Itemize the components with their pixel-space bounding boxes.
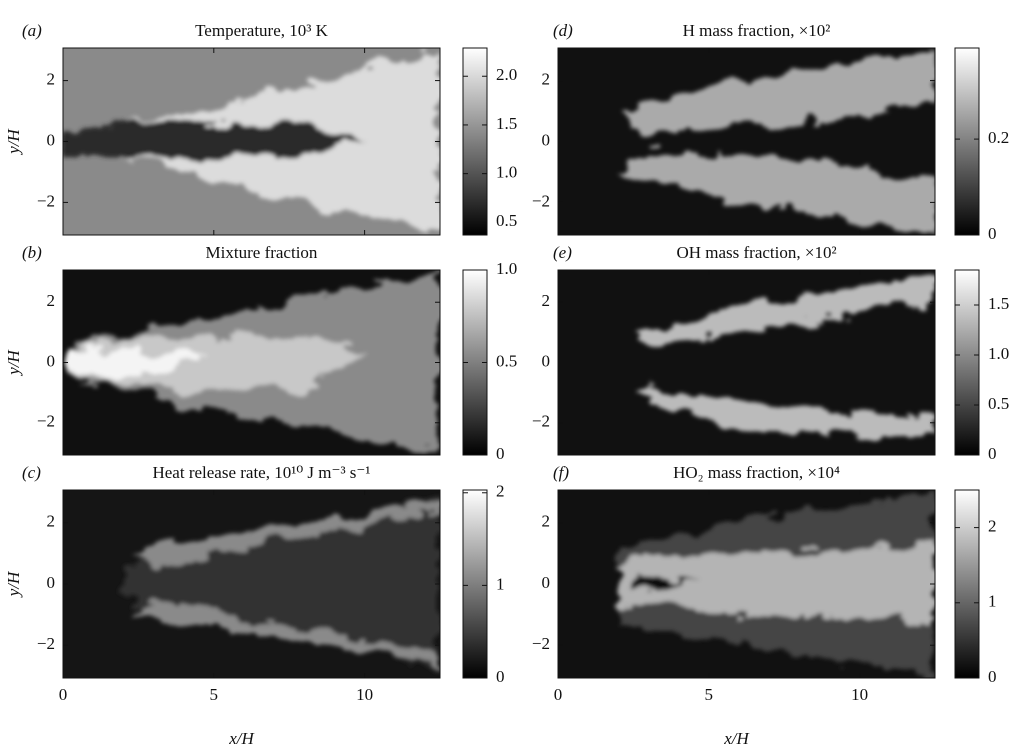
colorbar-tick-label: 1.0	[496, 163, 517, 182]
y-tick-label: −2	[532, 191, 550, 210]
y-tick-label: 0	[542, 130, 551, 149]
colorbar-tick-label: 1.5	[988, 294, 1009, 313]
field-image	[558, 270, 935, 455]
field-structure	[123, 495, 440, 670]
field-structure	[63, 123, 365, 160]
field-structures	[633, 275, 935, 438]
panel-label: (b)	[22, 243, 42, 262]
panel-label: (e)	[553, 243, 572, 262]
panel-label: (a)	[22, 21, 42, 40]
field-structures	[63, 48, 440, 235]
y-tick-label: −2	[37, 634, 55, 653]
colorbar	[954, 47, 980, 236]
panel: −2 0 2 (e) OH mass fraction, ×10² 0 0.5 1.0 1.5	[532, 243, 1009, 463]
x-tick-label: 0	[554, 685, 563, 704]
y-tick-label: 2	[47, 512, 56, 531]
field-structure	[618, 150, 935, 233]
x-axis-label: x/H	[723, 729, 750, 748]
colorbar-tick-label: 0.5	[496, 211, 517, 230]
colorbar-tick-label: 0.2	[988, 128, 1009, 147]
colorbar-tick-label: 2	[988, 517, 997, 536]
panel-title: HO₂ mass fraction, ×10⁴	[673, 463, 840, 482]
x-tick-label: 10	[851, 685, 868, 704]
y-tick-label: 2	[542, 512, 551, 531]
field-structure	[633, 275, 935, 345]
panel-title: OH mass fraction, ×10²	[676, 243, 836, 262]
colorbar-tick-label: 0	[496, 667, 505, 686]
field-structures	[618, 492, 935, 676]
y-tick-label: 0	[47, 573, 56, 592]
colorbar-tick-label: 0	[496, 444, 505, 463]
panel-title: H mass fraction, ×10²	[683, 21, 831, 40]
field-image	[558, 48, 935, 235]
y-axis-label: y/H	[4, 128, 23, 156]
colorbar-tick-label: 1.5	[496, 114, 517, 133]
field-structure	[633, 574, 694, 594]
y-tick-label: 0	[542, 573, 551, 592]
colorbar-tick-label: 2	[496, 482, 505, 501]
colorbar-tick-label: 0.5	[496, 351, 517, 370]
colorbar-tick-label: 0	[988, 667, 997, 686]
colorbar-tick-label: 1	[988, 592, 997, 611]
y-axis-label: y/H	[4, 570, 23, 598]
colorbar	[462, 489, 488, 679]
field-structure	[618, 50, 935, 133]
y-tick-label: −2	[532, 634, 550, 653]
field-image	[63, 48, 440, 235]
x-tick-label: 10	[356, 685, 373, 704]
panel-title: Temperature, 10³ K	[195, 21, 328, 40]
panel-label: (f)	[553, 463, 569, 482]
colorbar-tick-label: 1.0	[988, 344, 1009, 363]
field-structures	[618, 50, 935, 233]
panel: −2 0 2 y/H (a) Temperature, 10³ K 0.5 1.0 1.5 2.0	[4, 21, 517, 236]
x-tick-label: 5	[705, 685, 714, 704]
y-tick-label: 2	[542, 291, 551, 310]
y-tick-label: 2	[47, 291, 56, 310]
field-image	[558, 490, 935, 678]
colorbar-tick-label: 1.0	[496, 259, 517, 278]
panel: −2 0 2 (d) H mass fraction, ×10² 0 0.2	[532, 21, 1009, 243]
panel-title: Heat release rate, 10¹⁰ J m⁻³ s⁻¹	[152, 463, 370, 482]
x-tick-label: 0	[59, 685, 68, 704]
x-tick-label: 5	[210, 685, 219, 704]
y-axis-label: y/H	[4, 349, 23, 377]
colorbar	[462, 47, 488, 236]
colorbar-tick-label: 0	[988, 444, 997, 463]
field-structure	[63, 350, 214, 375]
y-tick-label: −2	[37, 412, 55, 431]
y-tick-label: −2	[37, 191, 55, 210]
colorbar-tick-label: 0	[988, 224, 997, 243]
panel: −2 0 2 y/H (b) Mixture fraction 0 0.5 1.0	[4, 243, 517, 463]
field-structure	[63, 335, 365, 390]
y-tick-label: 0	[47, 351, 56, 370]
y-tick-label: 2	[47, 69, 56, 88]
field-image	[63, 490, 440, 678]
field-structure	[132, 599, 440, 664]
panel-label: (d)	[553, 21, 573, 40]
y-tick-label: 2	[542, 69, 551, 88]
field-structure	[618, 547, 935, 621]
colorbar-tick-label: 0.5	[988, 394, 1009, 413]
field-structures	[63, 272, 440, 453]
colorbar-tick-label: 2.0	[496, 65, 517, 84]
panel-label: (c)	[22, 463, 41, 482]
panel-title: Mixture fraction	[206, 243, 318, 262]
colorbar	[954, 489, 980, 679]
field-image	[63, 270, 440, 455]
colorbar-tick-label: 1	[496, 574, 505, 593]
y-tick-label: −2	[532, 412, 550, 431]
y-tick-label: 0	[542, 351, 551, 370]
panel: 0 5 10 −2 0 2 x/H (f) HO₂ mass fraction, ×10⁴ 0 1 2	[532, 463, 997, 748]
field-structures	[123, 495, 440, 670]
field-structure	[633, 383, 935, 438]
field-structure	[132, 501, 440, 569]
x-axis-label: x/H	[228, 729, 255, 748]
colorbar	[954, 269, 980, 456]
y-tick-label: 0	[47, 130, 56, 149]
